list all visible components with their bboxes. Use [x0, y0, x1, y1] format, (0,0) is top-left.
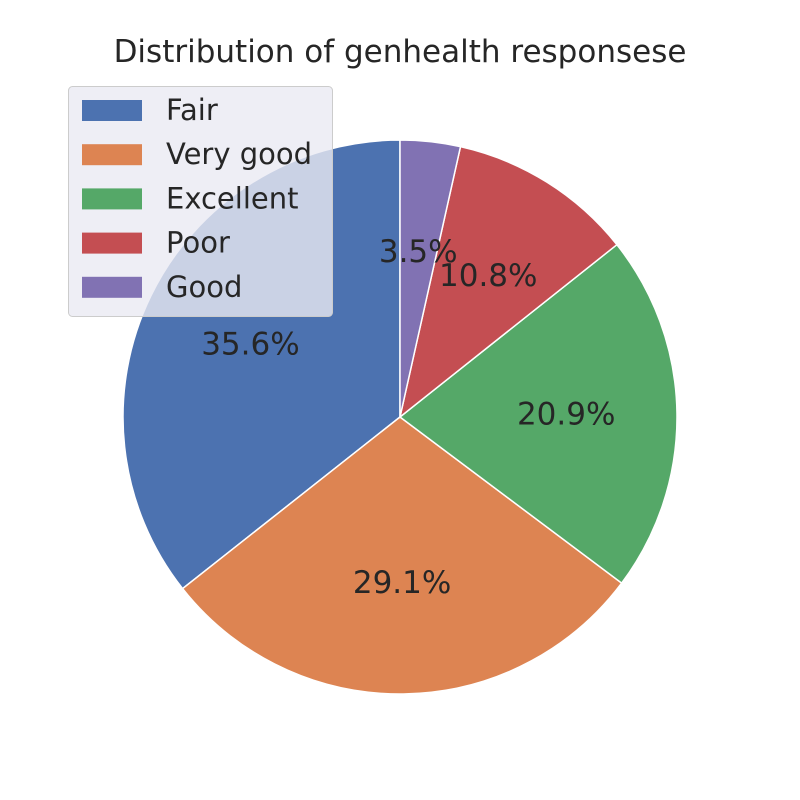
legend-label-fair: Fair	[166, 93, 218, 127]
legend-swatch-very-good	[82, 144, 142, 166]
legend-swatch-good	[82, 276, 142, 298]
legend-label-good: Good	[166, 270, 242, 304]
legend-label-very-good: Very good	[166, 137, 312, 171]
chart-title: Distribution of genhealth responsese	[114, 34, 687, 70]
pct-label-very-good: 29.1%	[353, 565, 451, 601]
legend-label-excellent: Excellent	[166, 181, 298, 215]
pct-label-fair: 35.6%	[201, 327, 299, 363]
legend-box	[68, 86, 333, 317]
legend-label-poor: Poor	[166, 226, 230, 260]
legend-swatch-excellent	[82, 188, 142, 210]
pie-slice-very-good	[181, 416, 623, 695]
pie-slice-good	[399, 139, 462, 418]
percentage-labels: 35.6% 29.1% 20.9% 10.8%3.5%	[201, 234, 615, 601]
pct-label-poor: 10.8%	[439, 258, 537, 294]
pct-label-good: 3.5%	[379, 234, 458, 270]
legend-swatch-fair	[82, 100, 142, 121]
legend: Fair Very good Excellent Poor Good	[68, 86, 333, 317]
pie-slice-excellent	[398, 243, 678, 585]
pie-slice-poor	[398, 145, 618, 419]
pct-label-excellent: 20.9%	[517, 397, 615, 433]
legend-swatch-poor	[82, 232, 142, 254]
